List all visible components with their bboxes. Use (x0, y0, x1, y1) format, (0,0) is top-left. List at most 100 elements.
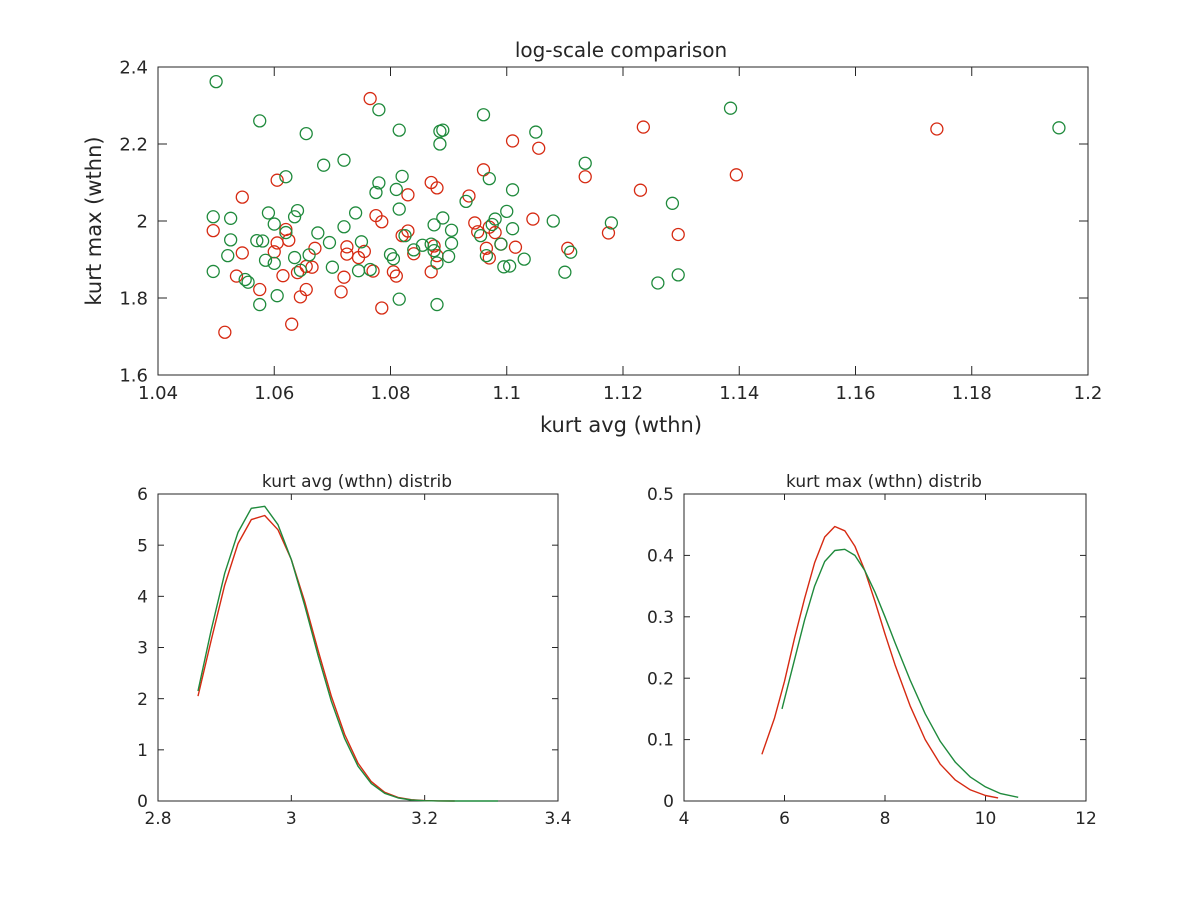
scatter-point-green (348, 206, 363, 220)
x-tick-label: 4 (679, 809, 690, 829)
scatter-point-green (604, 216, 619, 230)
scatter-point-red (636, 120, 650, 134)
y-tick-label: 1 (137, 741, 148, 761)
scatter-point-green (407, 243, 421, 257)
scatter-point-green (488, 212, 502, 226)
scatter-point-green (354, 235, 369, 249)
scatter-point-green (372, 103, 386, 117)
scatter-point-green (392, 202, 406, 216)
y-axis: 0 1 2 3 4 5 6 (137, 485, 558, 812)
scatter-point-green (1052, 121, 1066, 135)
scatter-point-red (532, 141, 546, 155)
x-tick-label: 3.2 (411, 809, 438, 829)
scatter-point-green (369, 185, 383, 200)
scatter-point-red (401, 188, 415, 202)
scatter-point-green (290, 203, 305, 218)
y-tick-label: 3 (137, 639, 148, 659)
x-tick-label: 6 (779, 809, 790, 829)
kurt-max-distribution-plot: kurt max (wthn) distrib 4 6 8 10 12 00.10.20… (647, 472, 1097, 829)
scatter-point-green (287, 210, 302, 224)
scatter-point-green (497, 260, 511, 274)
density-line-green (197, 505, 498, 802)
scatter-point-green (221, 248, 235, 263)
scatter-point-green (363, 262, 377, 277)
kurt-avg-distribution-plot: kurt avg (wthn) distrib 2.8 3 3.2 3.4 0 1 2 3 4… (137, 472, 571, 829)
y-tick-label: 2 (137, 690, 148, 710)
scatter-point-green (529, 125, 543, 139)
y-tick-label: 0.4 (647, 547, 674, 567)
scatter-point-green (322, 235, 337, 250)
x-tick-label: 3.4 (544, 809, 571, 829)
y-tick-label: 5 (137, 536, 148, 556)
scatter-point-green (206, 210, 220, 224)
x-axis: 2.8 3 3.2 3.4 (144, 494, 572, 829)
x-tick-label: 12 (1075, 809, 1097, 829)
scatter-point-green (253, 297, 267, 312)
scatter-point-green (546, 214, 560, 228)
scatter-point-red (276, 269, 290, 283)
scatter-point-green (395, 169, 409, 183)
scatter-point-green (383, 247, 398, 262)
scatter-point-green (479, 248, 494, 263)
scatter-point-green (482, 171, 496, 186)
y-tick-label: 4 (137, 587, 148, 607)
y-tick-label: 0 (663, 792, 674, 812)
scatter-point-green (505, 222, 520, 236)
scatter-point-red (468, 216, 482, 230)
y-tick-label: 0.3 (647, 608, 674, 628)
x-axis-label: kurt avg (wthn) (540, 413, 702, 437)
scatter-point-green (250, 233, 264, 248)
scatter-point-red (285, 317, 299, 331)
scatter-point-red (471, 225, 485, 239)
x-tick-label: 1.14 (719, 383, 759, 404)
scatter-point-green (224, 233, 238, 247)
scatter-point-green (241, 275, 255, 289)
scatter-point-green (299, 126, 313, 141)
y-tick-label: 2.2 (119, 134, 148, 155)
scatter-point-red (290, 265, 305, 280)
scatter-point-green (293, 263, 308, 277)
x-tick-label: 2.8 (144, 809, 171, 829)
y-axis: 0 0.1 0.2 0.3 0.4 0.5 (647, 485, 1086, 812)
y-tick-label: 2.4 (119, 57, 148, 78)
scatter-point-green (386, 252, 401, 266)
chart-title: kurt max (wthn) distrib (786, 472, 982, 492)
x-axis: 1.04 1.06 1.08 1.1 1.12 1.14 1.16 1.18 1.2 (138, 67, 1102, 404)
scatter-point-green (255, 234, 270, 248)
scatter-point-green (389, 182, 403, 197)
scatter-point-green (503, 259, 517, 273)
scatter-point-red (253, 282, 267, 297)
scatter-point-green (337, 153, 351, 167)
scatter-point-green (258, 253, 273, 267)
scatter-point-green (415, 238, 430, 252)
scatter-point-red (389, 269, 403, 283)
scatter-point-green (392, 123, 406, 137)
scatter-point-red (366, 264, 380, 278)
x-tick-label: 1.18 (952, 383, 992, 404)
scatter-point-green (372, 176, 386, 190)
x-tick-label: 3 (286, 809, 297, 829)
scatter-point-green (433, 137, 447, 151)
scatter-point-green (238, 272, 252, 287)
y-axis-label: kurt max (wthn) (82, 136, 106, 305)
scatter-point-red (235, 246, 249, 260)
scatter-point-red (363, 91, 377, 106)
scatter-point-red (430, 181, 444, 195)
scatter-point-green (267, 256, 281, 271)
scatter-point-red (340, 240, 354, 254)
scatter-point-green (578, 156, 592, 170)
density-lines (761, 525, 1019, 799)
y-tick-label: 0.5 (647, 485, 674, 505)
x-tick-label: 1.2 (1074, 383, 1103, 404)
scatter-point-green (206, 264, 220, 279)
scatter-point-red (386, 265, 401, 279)
scatter-point-green (311, 226, 325, 240)
x-tick-label: 1.04 (138, 383, 178, 404)
scatter-point-red (357, 244, 371, 259)
y-tick-label: 6 (137, 485, 148, 505)
scatter-point-red (479, 241, 494, 255)
scatter-point-green (224, 211, 238, 225)
scatter-point-green (459, 194, 473, 209)
